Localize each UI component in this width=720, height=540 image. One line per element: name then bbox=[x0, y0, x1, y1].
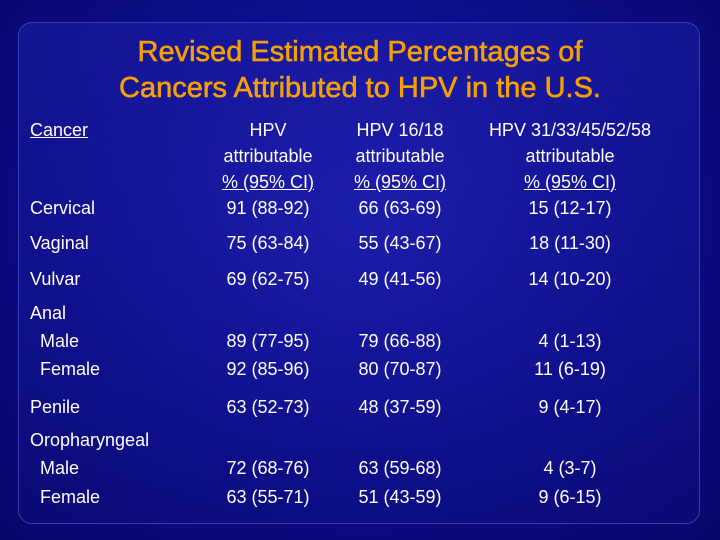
row-vulvar-hpv: 69 (62-75) bbox=[226, 269, 310, 289]
row-anal-male-hpv-16-18: 79 (66-88) bbox=[358, 331, 442, 351]
row-oropharyngeal-female-hpv-31-58: 9 (6-15) bbox=[538, 487, 602, 507]
row-oropharyngeal-female-hpv: 63 (55-71) bbox=[226, 487, 310, 507]
row-anal-male-hpv: 89 (77-95) bbox=[226, 331, 310, 351]
row-anal-female-label: Female bbox=[40, 359, 101, 379]
row-anal-label: Anal bbox=[30, 303, 67, 323]
header-hpv-31-58-line1: HPV 31/33/45/52/58 bbox=[488, 120, 652, 140]
header-hpv-31-58: HPV 31/33/45/52/58 attributable % (95% C… bbox=[470, 117, 670, 195]
row-penile-label: Penile bbox=[30, 397, 81, 417]
header-hpv-16-18-line2: attributable bbox=[355, 146, 445, 166]
row-oropharyngeal-female-label: Female bbox=[40, 487, 101, 507]
row-oropharyngeal-male-hpv-16-18: 63 (59-68) bbox=[358, 458, 442, 478]
header-hpv: HPV attributable % (95% CI) bbox=[208, 117, 328, 195]
slide-title: Revised Estimated Percentages of Cancers… bbox=[0, 34, 720, 106]
header-hpv-31-58-line2: attributable bbox=[525, 146, 615, 166]
row-oropharyngeal-male-label: Male bbox=[40, 458, 80, 478]
row-vulvar-hpv-16-18: 49 (41-56) bbox=[358, 269, 442, 289]
row-penile-hpv-16-18: 48 (37-59) bbox=[358, 397, 442, 417]
slide-frame bbox=[18, 22, 700, 524]
row-anal-female-hpv-31-58: 11 (6-19) bbox=[534, 359, 606, 379]
row-cervical-hpv-16-18: 66 (63-69) bbox=[358, 198, 442, 218]
row-oropharyngeal-label: Oropharyngeal bbox=[30, 430, 150, 450]
header-hpv-16-18-line1: HPV 16/18 bbox=[356, 120, 444, 140]
header-hpv-line2: attributable bbox=[223, 146, 313, 166]
row-penile-hpv-31-58: 9 (4-17) bbox=[538, 397, 602, 417]
row-oropharyngeal-male-hpv: 72 (68-76) bbox=[226, 458, 310, 478]
row-cervical-label: Cervical bbox=[30, 198, 96, 218]
row-penile-hpv: 63 (52-73) bbox=[226, 397, 310, 417]
row-cervical-hpv-31-58: 15 (12-17) bbox=[528, 198, 612, 218]
header-hpv-line3: % (95% CI) bbox=[221, 172, 315, 192]
row-vulvar-label: Vulvar bbox=[30, 269, 81, 289]
row-vaginal-hpv-16-18: 55 (43-67) bbox=[358, 233, 442, 253]
title-line-1: Revised Estimated Percentages of bbox=[137, 36, 583, 69]
header-hpv-line1: HPV bbox=[249, 120, 287, 140]
row-vaginal-label: Vaginal bbox=[30, 233, 89, 253]
row-anal-male-hpv-31-58: 4 (1-13) bbox=[538, 331, 602, 351]
row-anal-male-label: Male bbox=[40, 331, 80, 351]
header-hpv-16-18-line3: % (95% CI) bbox=[353, 172, 447, 192]
header-hpv-31-58-line3: % (95% CI) bbox=[523, 172, 617, 192]
row-anal-female-hpv-16-18: 80 (70-87) bbox=[358, 359, 442, 379]
header-cancer: Cancer bbox=[30, 120, 89, 140]
row-vulvar-hpv-31-58: 14 (10-20) bbox=[528, 269, 612, 289]
row-anal-female-hpv: 92 (85-96) bbox=[226, 359, 310, 379]
row-oropharyngeal-male-hpv-31-58: 4 (3-7) bbox=[543, 458, 597, 478]
header-hpv-16-18: HPV 16/18 attributable % (95% CI) bbox=[340, 117, 460, 195]
row-cervical-hpv: 91 (88-92) bbox=[226, 198, 310, 218]
row-oropharyngeal-female-hpv-16-18: 51 (43-59) bbox=[358, 487, 442, 507]
row-vaginal-hpv: 75 (63-84) bbox=[226, 233, 310, 253]
title-line-2: Cancers Attributed to HPV in the U.S. bbox=[119, 72, 602, 105]
row-vaginal-hpv-31-58: 18 (11-30) bbox=[529, 233, 611, 253]
